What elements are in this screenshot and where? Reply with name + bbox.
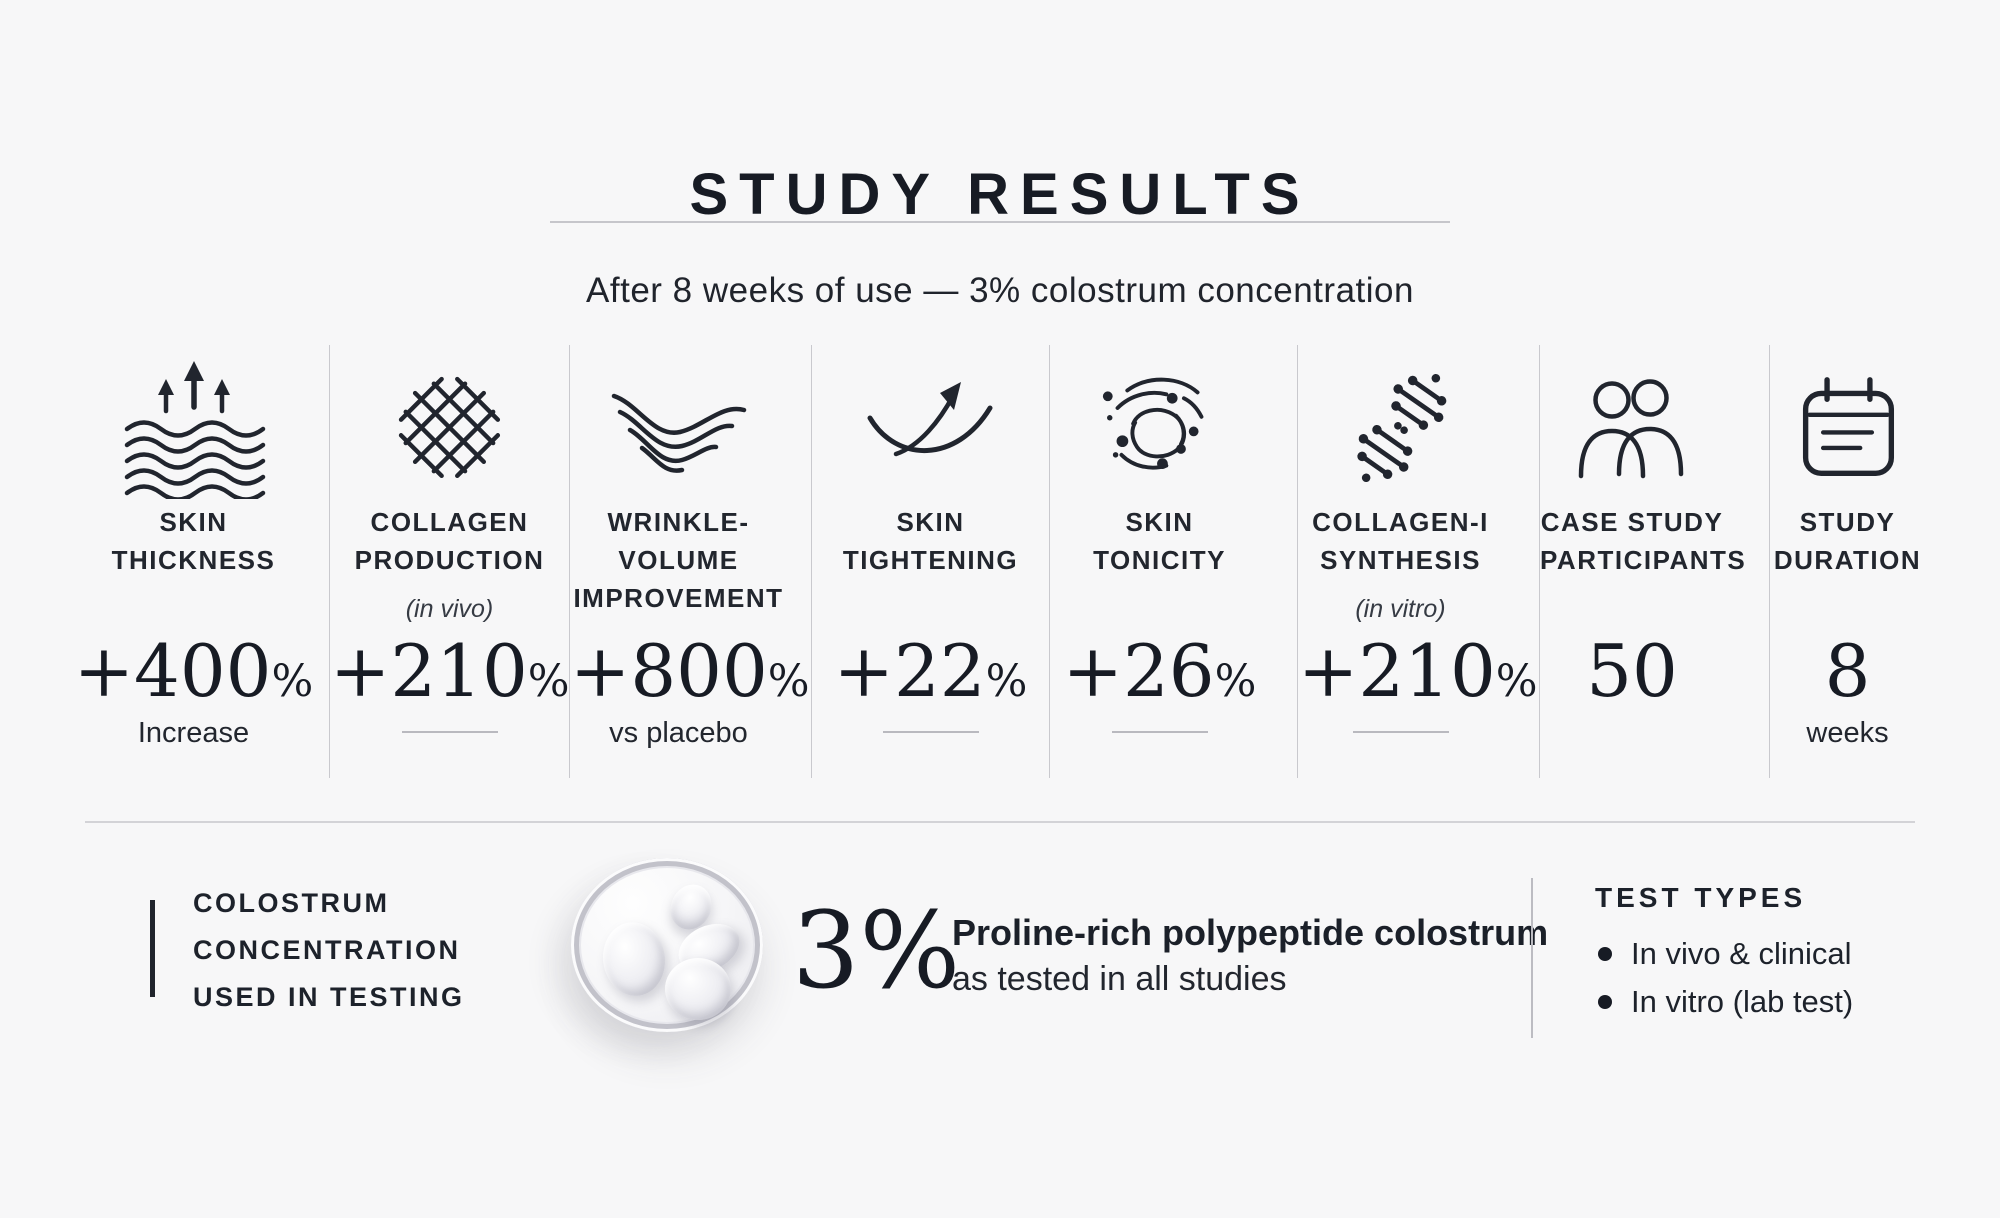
page-title: STUDY RESULTS <box>689 161 1311 227</box>
metric-value: +210% <box>1298 629 1538 713</box>
concentration-description: as tested in all studies <box>952 960 1287 998</box>
metric-collagen-synthesis: COLLAGEN-I SYNTHESIS (in vitro) +210% <box>1298 345 1540 778</box>
concentration-percentage: 3% <box>792 889 961 1012</box>
metric-underline <box>882 731 979 733</box>
metric-note <box>1540 595 1724 629</box>
skin-tightening-icon <box>812 353 1049 503</box>
metric-skin-thickness: SKIN THICKNESS +400% Increase <box>0 345 330 778</box>
metric-label: PARTICIPANTS <box>1540 545 1747 575</box>
metric-note <box>1050 595 1269 629</box>
metric-underline <box>1352 731 1449 733</box>
metric-label: TIGHTENING <box>842 545 1019 575</box>
metric-note <box>58 595 329 629</box>
metric-label: DURATION <box>1773 545 1922 575</box>
metric-label: COLLAGEN-I <box>1312 507 1489 537</box>
subtitle: After 8 weeks of use — 3% colostrum conc… <box>586 271 1414 310</box>
metric-underline <box>1111 731 1208 733</box>
metric-note <box>812 595 1049 629</box>
concentration-title: COLOSTRUM CONCENTRATION USED IN TESTING <box>193 888 465 1012</box>
skin-thickness-icon <box>58 353 329 503</box>
metric-value: +400% <box>73 629 314 713</box>
droplet <box>665 958 731 1020</box>
metric-collagen-production: COLLAGEN PRODUCTION (in vivo) +210% <box>330 345 570 778</box>
metric-label: COLLAGEN <box>370 507 529 537</box>
metric-skin-tightening: SKIN TIGHTENING +22% <box>812 345 1050 778</box>
metrics-row: SKIN THICKNESS +400% Increase COL <box>0 345 2000 778</box>
metric-label: STUDY <box>1799 507 1896 537</box>
test-type-item: In vitro (lab test) <box>1598 984 1853 1020</box>
metric-value: +26% <box>1062 629 1257 713</box>
metric-skin-tonicity: SKIN TONICITY +26% <box>1050 345 1298 778</box>
metric-value: +22% <box>833 629 1028 713</box>
metric-note <box>1770 595 1925 629</box>
participants-icon <box>1540 353 1724 503</box>
metric-label: SKIN <box>159 507 228 537</box>
metric-wrinkle-volume: WRINKLE-VOLUME IMPROVEMENT +800% vs place… <box>570 345 812 778</box>
metric-label: TONICITY <box>1093 545 1226 575</box>
metric-value: +800% <box>570 629 810 713</box>
metric-participants: CASE STUDY PARTICIPANTS 50 <box>1540 345 1770 778</box>
wrinkle-volume-icon <box>570 353 787 503</box>
metric-label: SKIN <box>896 507 965 537</box>
metric-subtext: vs placebo <box>609 717 748 749</box>
bullet-icon <box>1598 995 1612 1009</box>
metric-subtext: Increase <box>137 717 250 749</box>
test-type-item: In vivo & clinical <box>1598 936 1852 972</box>
metric-study-duration: STUDY DURATION 8 weeks <box>1770 345 2000 778</box>
collagen-production-icon <box>330 353 569 503</box>
metric-label: CASE STUDY <box>1540 507 1724 537</box>
metric-label: PRODUCTION <box>354 545 545 575</box>
accent-bar <box>150 900 155 997</box>
metric-label: THICKNESS <box>111 545 276 575</box>
bullet-icon <box>1598 947 1612 961</box>
metric-value: +210% <box>330 629 570 713</box>
metric-subtext <box>1540 717 1724 759</box>
metric-label: WRINKLE-VOLUME <box>607 507 750 575</box>
metric-value: 50 <box>1586 629 1678 713</box>
section-divider <box>85 821 1915 823</box>
skin-tonicity-icon <box>1050 353 1269 503</box>
petri-dish-photo <box>571 858 763 1032</box>
title-divider <box>550 221 1450 223</box>
test-types-title: TEST TYPES <box>1595 882 1807 913</box>
metric-underline <box>401 731 498 733</box>
test-types-divider <box>1531 878 1533 1038</box>
concentration-description-bold: Proline-rich polypeptide colostrum <box>952 912 1549 953</box>
metric-label: IMPROVEMENT <box>573 583 784 613</box>
collagen-synthesis-icon <box>1298 353 1503 503</box>
metric-note: (in vivo) <box>405 595 494 623</box>
metric-note: (in vitro) <box>1355 595 1446 623</box>
calendar-icon <box>1770 353 1925 503</box>
metric-label: SYNTHESIS <box>1320 545 1481 575</box>
droplet <box>598 918 670 1000</box>
metric-label: SKIN <box>1125 507 1194 537</box>
metric-subtext: weeks <box>1806 717 1889 749</box>
metric-value: 8 <box>1824 629 1871 713</box>
